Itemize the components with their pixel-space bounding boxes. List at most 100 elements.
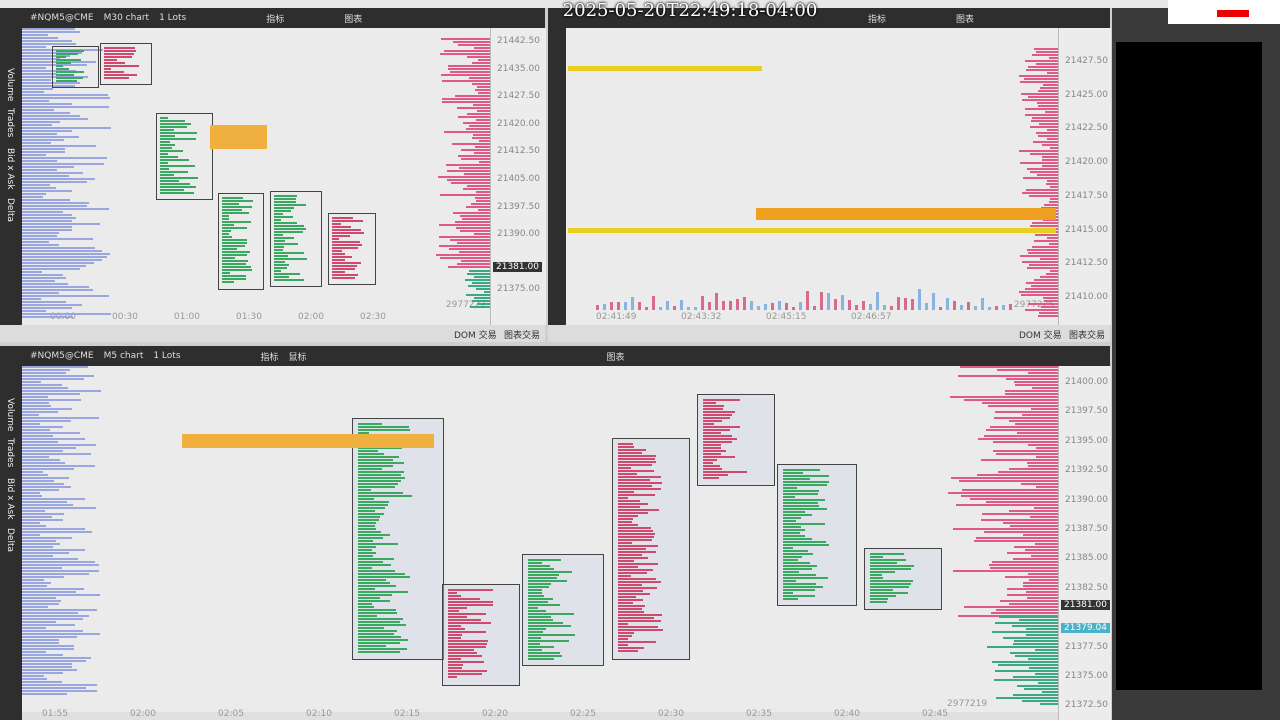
window-title: 图表 bbox=[344, 14, 363, 25]
profile-bar bbox=[969, 498, 1058, 500]
profile-bar bbox=[274, 216, 293, 218]
profile-bar bbox=[461, 149, 490, 151]
profile-bar bbox=[618, 560, 634, 562]
profile-bar bbox=[1047, 72, 1058, 74]
time-label: 02:15 bbox=[394, 709, 420, 719]
profile-bar bbox=[1008, 420, 1058, 422]
profile-bar bbox=[222, 212, 250, 214]
profile-bar bbox=[618, 515, 638, 517]
profile-bar bbox=[22, 492, 40, 494]
symbol[interactable]: #NQM5@CME bbox=[30, 13, 94, 23]
profile-bar bbox=[1007, 588, 1058, 590]
volume-bar bbox=[645, 306, 648, 310]
profile-bar bbox=[22, 366, 89, 368]
volume-bar bbox=[1009, 303, 1012, 310]
price-label: 21375.00 bbox=[1065, 671, 1108, 681]
volume-bar bbox=[631, 296, 634, 310]
profile-bar bbox=[618, 551, 657, 553]
time-label: 02:25 bbox=[570, 709, 596, 719]
profile-bar bbox=[870, 556, 884, 558]
profile-bar bbox=[528, 601, 548, 603]
profile-bar bbox=[870, 559, 906, 561]
profile-bar bbox=[994, 622, 1058, 624]
profile-bar bbox=[783, 550, 808, 552]
profile-bar bbox=[332, 244, 362, 246]
profile-bar bbox=[870, 571, 895, 573]
profile-bar bbox=[1031, 285, 1058, 287]
profile-bar bbox=[528, 604, 561, 606]
profile-bar bbox=[703, 417, 730, 419]
profile-bar bbox=[22, 483, 64, 485]
lots[interactable]: 1 Lots bbox=[159, 13, 187, 23]
profile-bar bbox=[618, 602, 634, 604]
indicators[interactable]: 指标 bbox=[260, 352, 279, 363]
price-label: 21395.00 bbox=[1065, 435, 1108, 446]
profile-bar bbox=[1042, 297, 1058, 299]
profile-bar bbox=[1021, 483, 1058, 485]
chart-trade[interactable]: 图表交易 bbox=[504, 331, 541, 341]
profile-bar bbox=[448, 670, 487, 672]
profile-bar bbox=[448, 628, 465, 630]
cursor-mode[interactable]: 鼠标 bbox=[288, 352, 307, 363]
profile-bar bbox=[332, 247, 358, 249]
profile-bar bbox=[1034, 543, 1058, 545]
profile-bar bbox=[959, 366, 1058, 368]
profile-bar bbox=[618, 542, 632, 544]
timeframe[interactable]: M30 chart bbox=[103, 13, 150, 23]
profile-bar bbox=[22, 693, 67, 695]
profile-bar bbox=[104, 68, 112, 70]
profile-bar bbox=[22, 408, 72, 410]
dom-trade[interactable]: DOM 交易 bbox=[454, 331, 497, 341]
profile-bar bbox=[783, 535, 805, 537]
lots[interactable]: 1 Lots bbox=[153, 351, 181, 361]
profile-bar bbox=[618, 491, 634, 493]
profile-bar bbox=[477, 86, 490, 88]
profile-bar bbox=[22, 657, 91, 659]
profile-bar bbox=[703, 477, 719, 479]
profile-bar bbox=[618, 584, 642, 586]
symbol[interactable]: #NQM5@CME bbox=[30, 351, 94, 361]
profile-bar bbox=[22, 645, 74, 647]
profile-bar bbox=[274, 246, 284, 248]
profile-bar bbox=[1037, 105, 1058, 107]
profile-bar bbox=[448, 622, 491, 624]
timeframe[interactable]: M5 chart bbox=[103, 351, 144, 361]
profile-bar bbox=[22, 666, 72, 668]
profile-bar bbox=[358, 546, 377, 548]
volume-bar bbox=[708, 302, 711, 310]
profile-bar bbox=[478, 161, 490, 163]
indicators[interactable]: 指标 bbox=[266, 14, 285, 25]
profile-bar bbox=[160, 171, 189, 173]
volume-bar bbox=[883, 305, 886, 310]
profile-bar bbox=[22, 145, 96, 147]
chart-trade[interactable]: 图表交易 bbox=[1069, 331, 1106, 341]
profile-bar bbox=[358, 480, 402, 482]
profile-bar bbox=[358, 474, 402, 476]
profile-bar bbox=[783, 580, 796, 582]
profile-bar bbox=[22, 684, 98, 686]
profile-bar bbox=[1024, 78, 1058, 80]
profile-bar bbox=[22, 298, 41, 300]
profile-bar bbox=[618, 470, 654, 472]
profile-bar bbox=[22, 429, 50, 431]
profile-bar bbox=[471, 300, 490, 302]
profile-bar bbox=[222, 239, 248, 241]
profile-bar bbox=[783, 472, 803, 474]
dom-trade[interactable]: DOM 交易 bbox=[1019, 331, 1062, 341]
bid-price: 21379.04 bbox=[1061, 623, 1110, 634]
profile-bar bbox=[870, 598, 888, 600]
profile-bar bbox=[448, 640, 488, 642]
profile-bar bbox=[475, 146, 490, 148]
profile-bar bbox=[475, 89, 490, 91]
profile-bar bbox=[528, 631, 544, 633]
profile-bar bbox=[358, 639, 408, 641]
indicators[interactable]: 指标 bbox=[868, 14, 887, 25]
profile-bar bbox=[1036, 102, 1058, 104]
profile-bar bbox=[528, 637, 541, 639]
profile-bar bbox=[475, 191, 490, 193]
profile-bar bbox=[470, 203, 490, 205]
profile-bar bbox=[528, 646, 554, 648]
profile-bar bbox=[1049, 57, 1058, 59]
profile-bar bbox=[1044, 111, 1058, 113]
